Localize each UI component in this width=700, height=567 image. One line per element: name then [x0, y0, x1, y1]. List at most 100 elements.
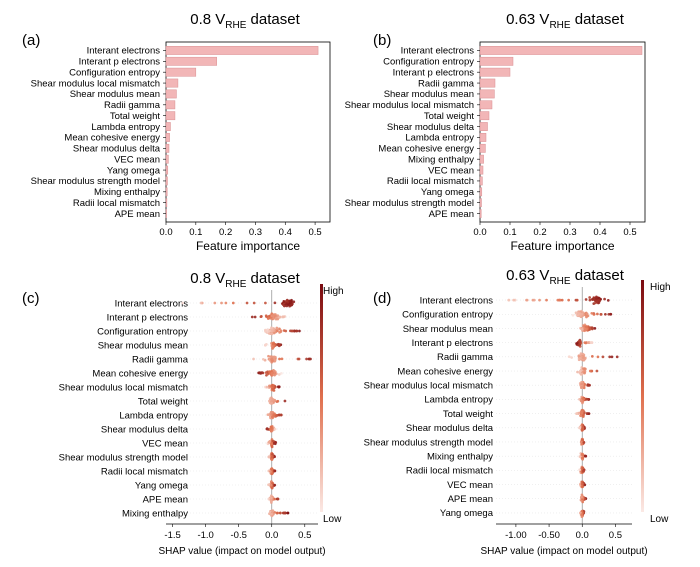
shap-point	[276, 497, 280, 501]
x-tick-label: 0.0	[576, 530, 589, 541]
shap-point	[585, 398, 588, 401]
colorbar	[320, 284, 323, 512]
shap-point	[245, 301, 249, 305]
feature-label: Total weight	[138, 396, 189, 407]
shap-point	[277, 373, 281, 376]
panel-title: 0.8 VRHE dataset	[190, 11, 300, 31]
shap-point	[580, 328, 584, 331]
shap-point	[581, 466, 584, 470]
shap-point	[277, 385, 281, 389]
shap-point	[579, 369, 582, 373]
category-label: Radii gamma	[104, 100, 161, 111]
feature-label: Mixing enthalpy	[122, 508, 188, 519]
shap-point	[581, 356, 585, 360]
panel-label: (a)	[22, 32, 40, 49]
colorbar-low-label: Low	[650, 514, 669, 525]
shap-point	[270, 415, 274, 419]
shap-point	[595, 369, 599, 373]
bar	[479, 89, 495, 99]
shap-point	[253, 315, 257, 319]
shap-point	[581, 485, 585, 488]
bar	[165, 89, 177, 99]
x-tick-label: -1.0	[197, 530, 213, 541]
shap-point	[273, 455, 277, 459]
shap-point	[271, 509, 275, 513]
feature-label: Interant p electrons	[412, 338, 494, 349]
category-label: Mean cohesive energy	[378, 144, 474, 155]
category-label: Total weight	[110, 111, 161, 122]
category-label: Interant p electrons	[393, 67, 475, 78]
shap-point	[580, 456, 584, 460]
shap-chart-c: Interant electrons Interant p electrons Co…	[59, 284, 344, 557]
shap-point	[596, 355, 600, 359]
shap-point	[220, 301, 223, 305]
shap-point	[595, 297, 598, 300]
category-label: Yang omega	[107, 165, 161, 176]
shap-point	[583, 356, 587, 360]
shap-point	[273, 301, 277, 305]
shap-point	[270, 486, 274, 490]
shap-point	[538, 298, 541, 302]
shap-point	[276, 511, 280, 515]
feature-label: APE mean	[448, 494, 493, 505]
shap-point	[578, 426, 582, 430]
shap-point	[279, 329, 283, 333]
shap-point	[593, 327, 597, 330]
feature-label: Radii local mismatch	[101, 466, 188, 477]
shap-point	[273, 497, 277, 501]
shap-point	[231, 301, 235, 305]
x-tick-label: 0.5	[298, 530, 311, 541]
shap-point	[268, 384, 271, 388]
category-label: Radii local mismatch	[73, 198, 160, 209]
feature-label: Interant electrons	[115, 298, 189, 309]
shap-point	[264, 343, 267, 347]
shap-point	[278, 315, 282, 319]
panel-label: (b)	[373, 32, 391, 49]
shap-point	[272, 413, 276, 417]
shap-point	[609, 312, 612, 316]
shap-point	[583, 383, 587, 387]
shap-point	[270, 442, 274, 446]
shap-point	[570, 356, 574, 359]
shap-point	[545, 298, 548, 302]
feature-label: Shear modulus delta	[406, 423, 494, 434]
shap-point	[280, 357, 284, 361]
shap-point	[567, 298, 571, 302]
x-tick-label: 0.5	[609, 530, 622, 541]
shap-point	[267, 483, 270, 487]
shap-point	[284, 329, 288, 333]
category-label: Lambda entropy	[405, 133, 474, 144]
category-label: Mixing enthalpy	[94, 187, 160, 198]
shap-point	[271, 398, 275, 401]
feature-label: Shear modulus mean	[98, 340, 188, 351]
bar	[479, 111, 490, 121]
shap-point	[585, 325, 588, 328]
shap-point	[270, 455, 274, 459]
shap-point	[269, 496, 273, 500]
shap-point	[267, 440, 271, 444]
shap-point	[591, 298, 595, 301]
shap-point	[282, 511, 286, 515]
shap-point	[273, 469, 276, 473]
shap-point	[578, 356, 582, 360]
shap-point	[582, 470, 586, 473]
shap-point	[276, 317, 280, 321]
feature-label: Shear modulus delta	[101, 424, 189, 435]
colorbar-low-label: Low	[323, 514, 342, 525]
x-tick-label: 0.1	[503, 227, 516, 238]
bar	[479, 56, 514, 66]
shap-point	[181, 301, 185, 305]
shap-point	[269, 499, 273, 503]
feature-label: VEC mean	[142, 438, 188, 449]
shap-point	[587, 412, 591, 415]
shap-point	[271, 452, 274, 456]
category-label: Mixing enthalpy	[408, 154, 474, 165]
shap-point	[286, 303, 290, 306]
shap-point	[575, 298, 579, 302]
shap-point	[266, 372, 270, 376]
shap-point	[273, 359, 277, 362]
shap-point	[604, 312, 607, 316]
category-label: Interant p electrons	[79, 57, 161, 68]
shap-point	[581, 352, 585, 356]
